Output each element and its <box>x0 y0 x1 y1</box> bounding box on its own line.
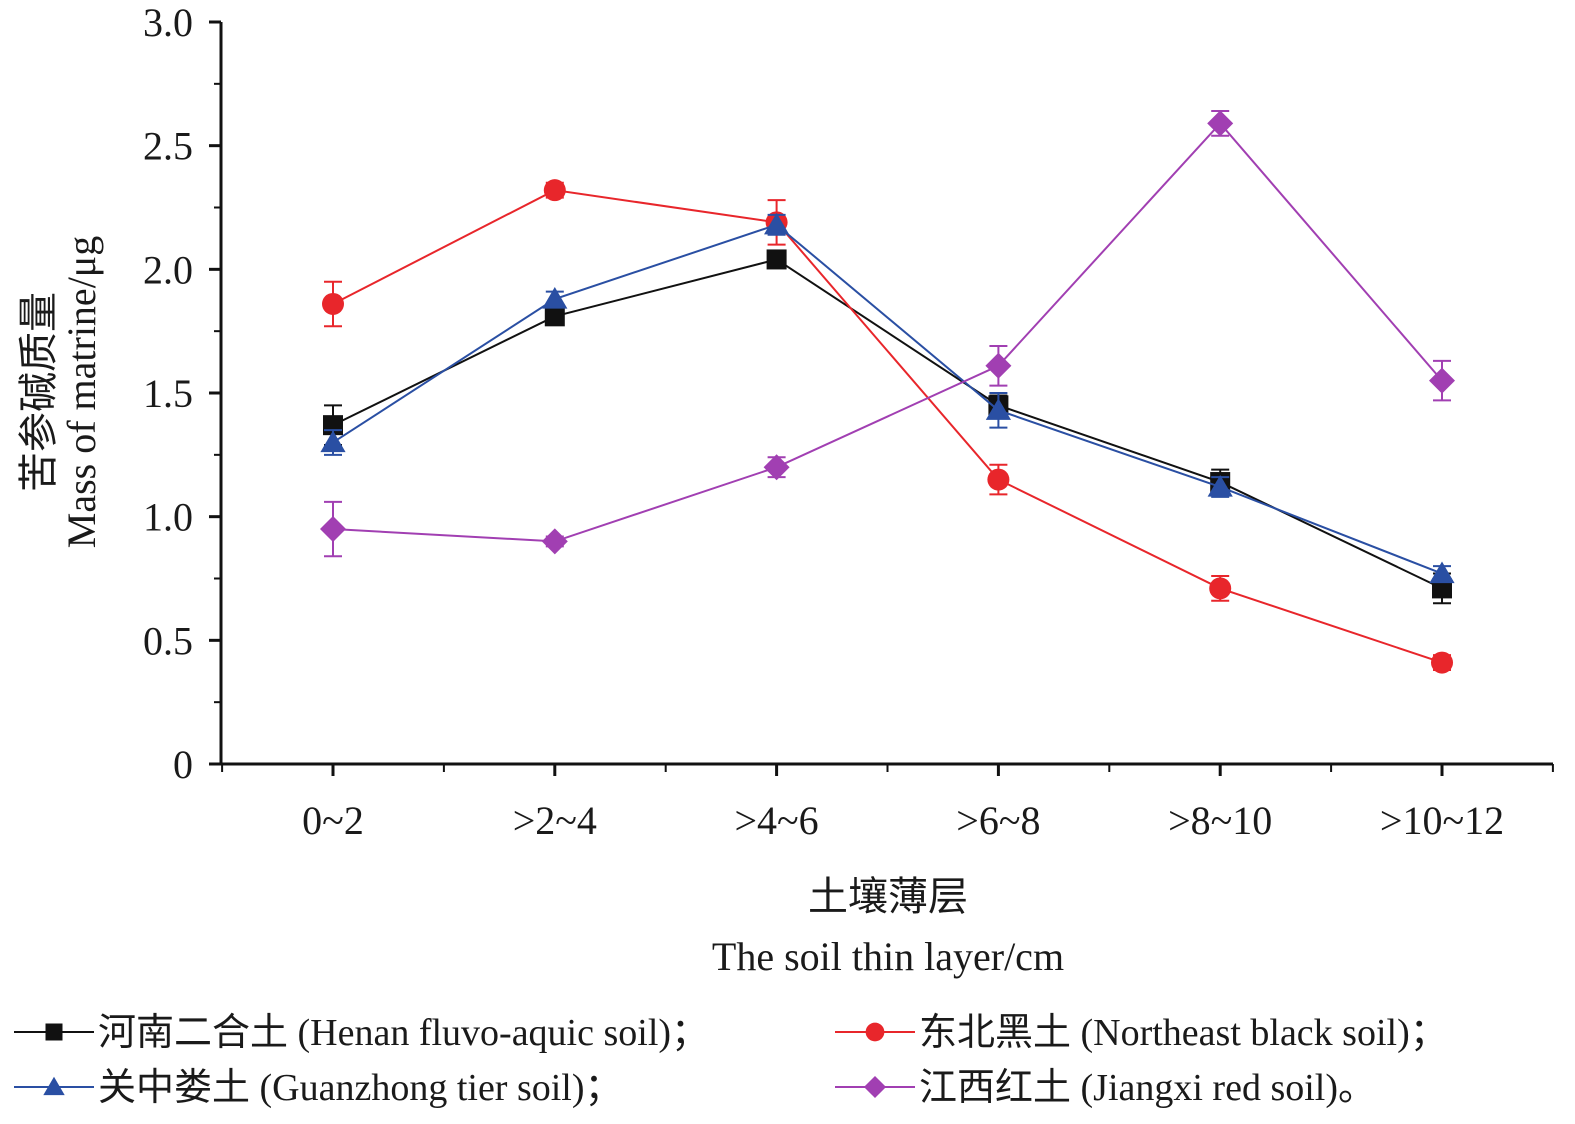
data-point <box>1207 474 1233 497</box>
y-tick-label: 0.5 <box>143 618 193 663</box>
x-axis-title-cn: 土壤薄层 <box>808 874 968 919</box>
y-tick-label: 0 <box>173 742 193 787</box>
data-point <box>764 212 790 235</box>
x-tick-label: >8~10 <box>1168 798 1272 843</box>
data-point <box>1209 577 1232 600</box>
x-tick-label: >10~12 <box>1380 798 1504 843</box>
series-group <box>323 249 1452 605</box>
x-tick-label: 0~2 <box>302 798 364 843</box>
y-tick-label: 1.0 <box>143 495 193 540</box>
data-point <box>543 179 566 202</box>
data-point <box>320 516 346 543</box>
legend-marker <box>43 1076 65 1096</box>
series-group <box>320 110 1455 558</box>
series-line <box>332 121 1443 543</box>
series-line <box>332 258 1443 590</box>
axes: 0 0.5 1.0 1.5 2.0 2.5 3.0 0~2 >2~4 >4~6 >6~8 >8~10 >… <box>143 0 1554 843</box>
series-layer <box>320 110 1455 674</box>
legend-label: 江西红土 (Jiangxi red soil)。 <box>919 1067 1376 1109</box>
data-point <box>1431 651 1453 674</box>
data-point <box>1429 561 1455 584</box>
x-axis-title-en: The soil thin layer/cm <box>712 934 1064 979</box>
data-point <box>763 454 790 481</box>
legend-entry: 江西红土 (Jiangxi red soil)。 <box>835 1067 1376 1109</box>
legend-label: 东北黑土 (Northeast black soil)； <box>919 1012 1448 1054</box>
legend-marker <box>45 1023 63 1041</box>
data-point <box>542 287 568 309</box>
legend-marker <box>863 1075 887 1099</box>
legend-marker <box>865 1022 885 1042</box>
legend-entry: 河南二合土 (Henan fluvo-aquic soil)； <box>14 1012 709 1054</box>
y-axis-title-en: Mass of matrine/μg <box>59 236 104 549</box>
legend-entry: 东北黑土 (Northeast black soil)； <box>835 1012 1448 1054</box>
legend: 河南二合土 (Henan fluvo-aquic soil)； 东北黑土 (Nor… <box>14 1012 1448 1109</box>
y-axis-title-cn: 苦参碱质量 <box>16 292 61 492</box>
series-group <box>320 212 1455 584</box>
x-tick-label: >2~4 <box>513 798 597 843</box>
y-tick-label: 1.5 <box>143 371 193 416</box>
data-point <box>320 430 346 453</box>
data-point <box>985 398 1011 420</box>
data-point <box>322 292 344 315</box>
data-point <box>985 352 1012 379</box>
y-tick-label: 3.0 <box>143 0 193 45</box>
data-point <box>1432 578 1452 599</box>
data-point <box>544 306 565 327</box>
legend-label: 关中娄土 (Guanzhong tier soil)； <box>98 1067 623 1109</box>
data-point <box>987 468 1010 491</box>
data-point <box>541 528 568 555</box>
x-tick-label: >6~8 <box>956 798 1040 843</box>
series-line <box>332 223 1443 575</box>
data-point <box>1429 367 1455 394</box>
legend-entry: 关中娄土 (Guanzhong tier soil)； <box>14 1067 623 1109</box>
legend-label: 河南二合土 (Henan fluvo-aquic soil)； <box>98 1012 709 1054</box>
series-line <box>332 189 1443 664</box>
y-tick-label: 2.5 <box>143 124 193 169</box>
x-tick-label: >4~6 <box>734 798 818 843</box>
data-point <box>766 249 787 270</box>
series-group <box>322 179 1453 674</box>
y-tick-label: 2.0 <box>143 247 193 292</box>
data-point <box>1207 110 1234 137</box>
